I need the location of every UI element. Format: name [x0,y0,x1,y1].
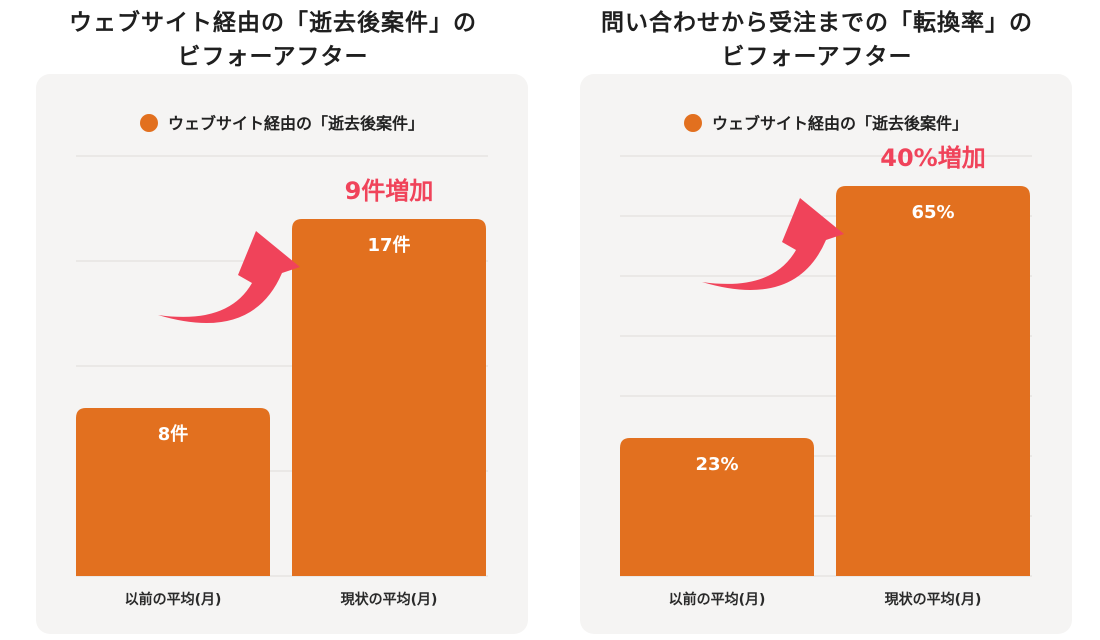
chart-title-line-1: 問い合わせから受注までの「転換率」の [601,10,1033,36]
chart-title: 問い合わせから受注までの「転換率」の ビフォーアフター [552,6,1082,74]
category-tick-label: 以前の平均(月) [125,591,222,608]
bar-chart-plot: 23% 以前の平均(月) 65% 現状の平均(月) 40%増加 [620,144,1032,608]
category-tick-label: 現状の平均(月) [341,591,438,608]
bar-0 [620,438,814,576]
increase-annotation: 40%増加 [880,144,985,172]
chart-panel-left: ウェブサイト経由の「逝去後案件」の ビフォーアフター ウェブサイト経由の「逝去後… [8,0,538,640]
increase-annotation: 9件増加 [345,177,434,205]
bar-value-label: 23% [695,454,738,475]
chart-card: ウェブサイト経由の「逝去後案件」 8件以前の平均(月) 17件現状の平均(月) 9件… [36,74,528,634]
curved-up-arrow-icon [702,198,844,290]
bar-1 [836,186,1030,576]
legend-label: ウェブサイト経由の「逝去後案件」 [167,114,424,133]
bar-value-label: 8件 [158,423,189,445]
chart-card: ウェブサイト経由の「逝去後案件」 23% 以前の平均(月) 65% 現状の平均(月) 4… [580,74,1072,634]
curved-up-arrow-icon [158,231,300,323]
category-tick-label: 以前の平均(月) [669,591,766,608]
chart-title-line-2: ビフォーアフター [177,44,369,70]
bar-0 [76,408,270,576]
legend: ウェブサイト経由の「逝去後案件」 [36,110,528,134]
chart-title-line-1: ウェブサイト経由の「逝去後案件」の [69,10,477,36]
legend-label: ウェブサイト経由の「逝去後案件」 [711,114,968,133]
chart-title: ウェブサイト経由の「逝去後案件」の ビフォーアフター [8,6,538,74]
chart-title-line-2: ビフォーアフター [721,44,913,70]
bar-value-label: 65% [911,202,954,223]
arrow-shape [702,198,844,290]
bar-1 [292,219,486,576]
category-tick-label: 現状の平均(月) [885,591,982,608]
arrow-shape [158,231,300,323]
legend-dot-icon [683,114,702,132]
chart-panel-right: 問い合わせから受注までの「転換率」の ビフォーアフター ウェブサイト経由の「逝去… [552,0,1082,640]
legend: ウェブサイト経由の「逝去後案件」 [580,110,1072,134]
bar-value-label: 17件 [367,234,410,256]
legend-dot-icon [139,114,158,132]
